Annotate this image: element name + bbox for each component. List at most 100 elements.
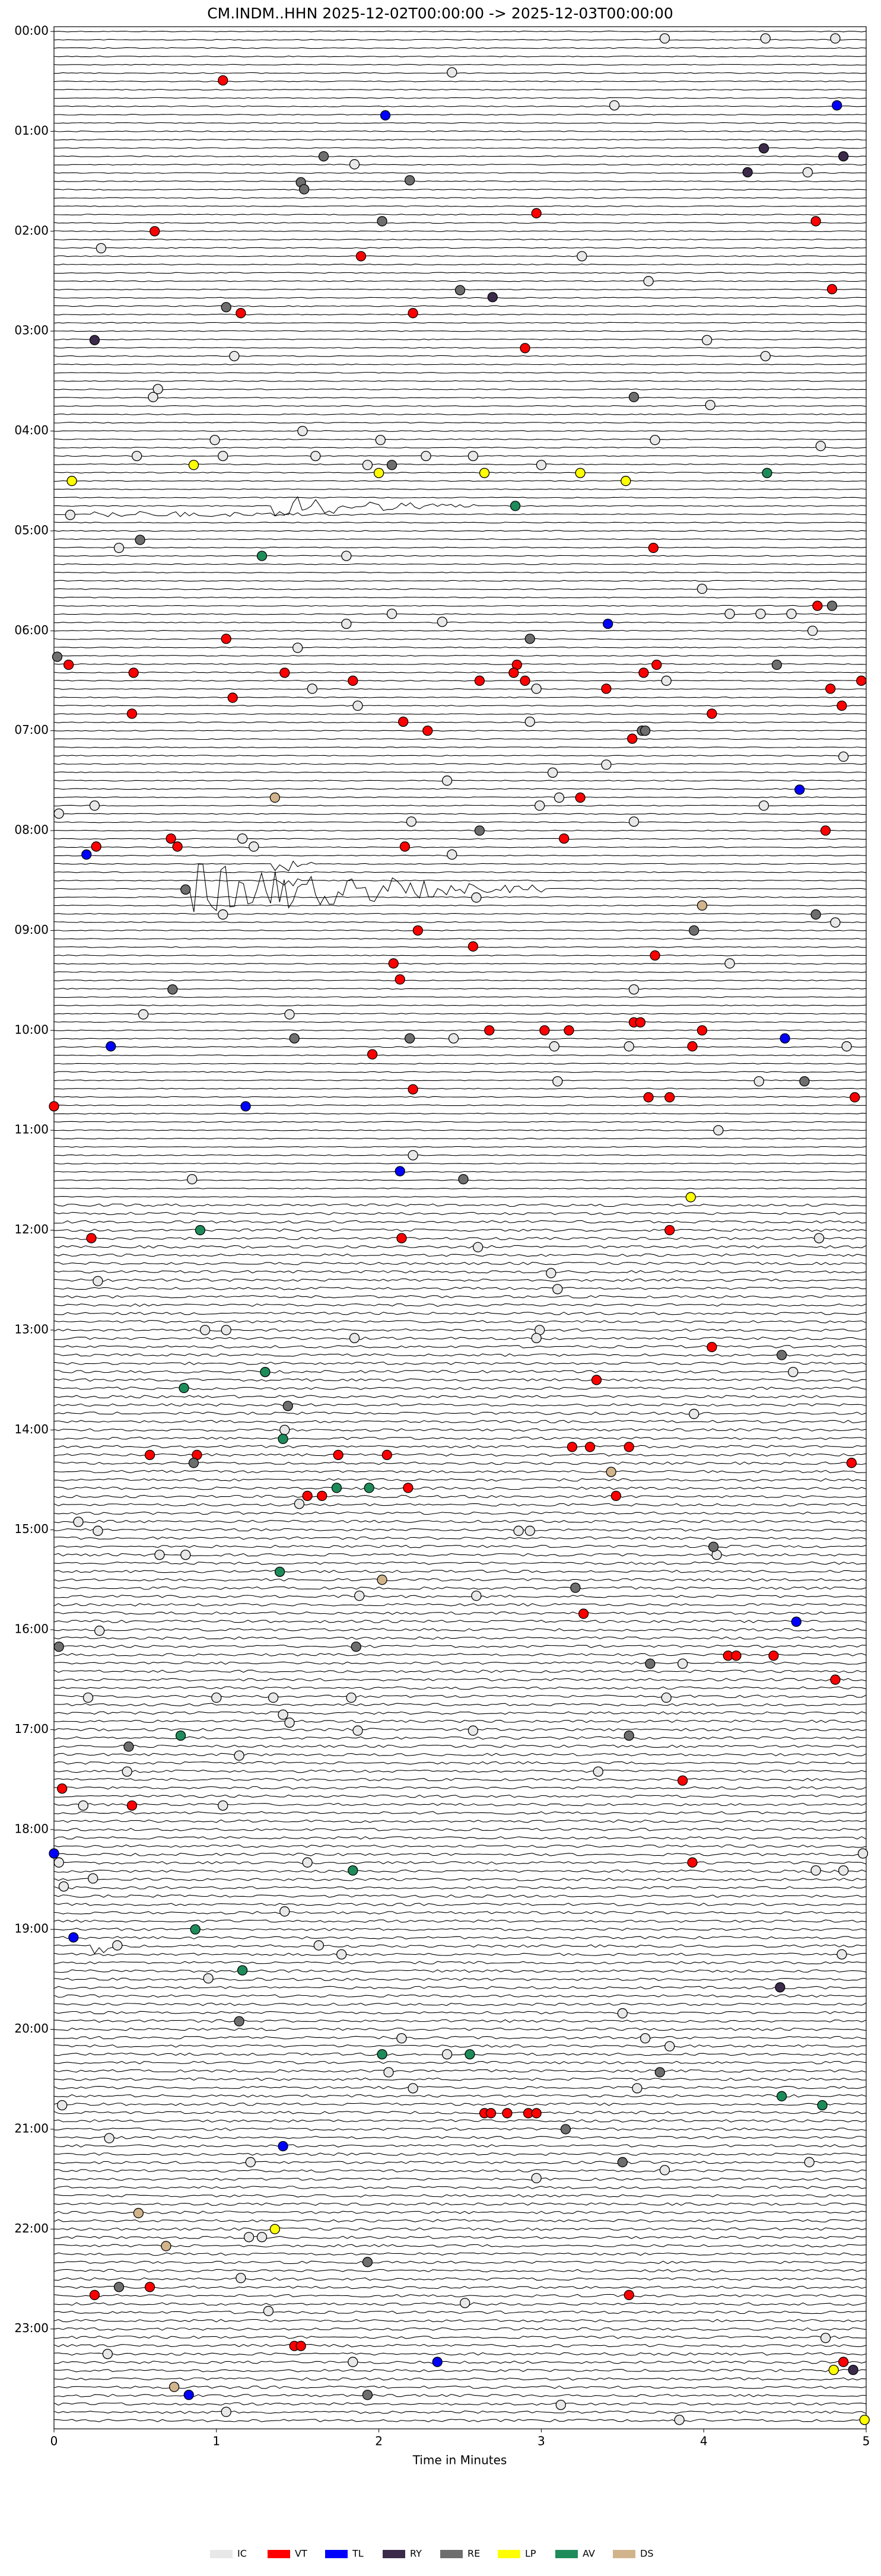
event-marker xyxy=(810,909,821,920)
trace xyxy=(53,496,867,517)
event-marker xyxy=(399,841,411,852)
trace xyxy=(53,297,867,299)
event-marker xyxy=(168,2381,180,2392)
trace xyxy=(53,1977,867,1982)
event-marker xyxy=(144,1449,155,1460)
trace xyxy=(53,131,867,132)
event-marker xyxy=(211,1692,222,1703)
event-marker xyxy=(412,925,423,936)
event-marker xyxy=(575,792,586,803)
event-marker xyxy=(513,1525,524,1536)
trace xyxy=(53,1802,867,1807)
event-marker xyxy=(815,441,826,451)
trace xyxy=(53,1753,867,1757)
event-marker xyxy=(448,1033,459,1044)
trace xyxy=(53,1611,867,1615)
trace xyxy=(53,971,867,973)
event-marker xyxy=(104,2133,115,2144)
trace xyxy=(53,1486,867,1490)
trace xyxy=(53,796,867,799)
event-marker xyxy=(640,2033,651,2044)
trace xyxy=(53,2386,867,2389)
trace xyxy=(53,1286,867,1290)
event-marker xyxy=(256,551,268,561)
event-marker xyxy=(838,151,849,162)
trace xyxy=(53,2302,867,2306)
event-marker xyxy=(377,1575,387,1585)
event-marker xyxy=(227,692,238,703)
event-marker xyxy=(89,800,100,811)
event-marker xyxy=(333,1449,344,1460)
trace xyxy=(53,1038,867,1040)
trace xyxy=(53,480,867,482)
event-marker xyxy=(355,251,367,262)
event-marker xyxy=(284,1717,295,1728)
trace xyxy=(53,730,867,732)
event-marker xyxy=(245,2157,256,2168)
event-marker xyxy=(133,2208,144,2218)
trace xyxy=(53,963,867,965)
trace xyxy=(53,2235,867,2240)
event-marker xyxy=(268,1692,279,1703)
event-marker xyxy=(524,634,535,644)
trace xyxy=(53,1703,867,1707)
trace xyxy=(53,2202,867,2206)
event-marker xyxy=(404,1033,415,1044)
event-marker xyxy=(166,833,176,844)
trace xyxy=(53,2244,867,2248)
trace xyxy=(53,1303,867,1307)
event-marker xyxy=(78,1800,88,1811)
event-marker xyxy=(838,1865,849,1876)
trace xyxy=(53,1828,867,1831)
event-marker xyxy=(180,884,191,895)
event-marker xyxy=(218,75,228,86)
trace xyxy=(53,2310,867,2314)
trace xyxy=(53,371,867,374)
event-marker xyxy=(535,800,545,811)
trace xyxy=(53,2144,867,2148)
legend-label: LP xyxy=(525,2548,536,2559)
trace xyxy=(53,222,867,224)
event-marker xyxy=(584,1442,596,1452)
event-marker xyxy=(260,1366,271,1378)
event-marker xyxy=(786,608,797,619)
event-marker xyxy=(820,825,831,836)
event-marker xyxy=(317,1490,327,1502)
trace xyxy=(53,1794,867,1798)
trace xyxy=(53,1079,867,1082)
event-marker xyxy=(762,468,772,478)
trace xyxy=(53,122,867,124)
trace xyxy=(53,1013,867,1015)
trace xyxy=(53,1528,867,1532)
trace xyxy=(53,930,867,931)
event-marker xyxy=(685,1192,696,1203)
event-marker xyxy=(68,1932,79,1943)
trace xyxy=(53,1278,867,1282)
event-marker xyxy=(81,849,92,860)
event-marker xyxy=(624,1442,634,1452)
event-marker xyxy=(467,941,479,952)
trace xyxy=(53,172,867,174)
trace xyxy=(53,497,866,499)
event-marker xyxy=(218,450,228,462)
trace xyxy=(53,2219,867,2222)
trace xyxy=(53,355,867,357)
event-marker xyxy=(237,833,248,844)
chart-title: CM.INDM..HHN 2025-12-02T00:00:00 -> 2025… xyxy=(207,5,673,22)
trace xyxy=(53,1769,867,1773)
event-marker xyxy=(278,1433,288,1445)
legend-label: IC xyxy=(237,2548,247,2559)
trace xyxy=(53,255,867,257)
trace xyxy=(53,1878,867,1881)
event-marker xyxy=(724,608,735,619)
trace xyxy=(53,629,867,632)
y-tick-label: 19:00 xyxy=(14,1922,49,1936)
trace xyxy=(53,746,867,749)
event-marker xyxy=(661,675,672,686)
event-marker xyxy=(349,1332,360,1343)
event-marker xyxy=(199,1325,211,1335)
trace xyxy=(53,2419,867,2422)
event-marker xyxy=(664,1092,675,1103)
event-marker xyxy=(552,1284,563,1295)
event-marker xyxy=(591,1375,602,1385)
